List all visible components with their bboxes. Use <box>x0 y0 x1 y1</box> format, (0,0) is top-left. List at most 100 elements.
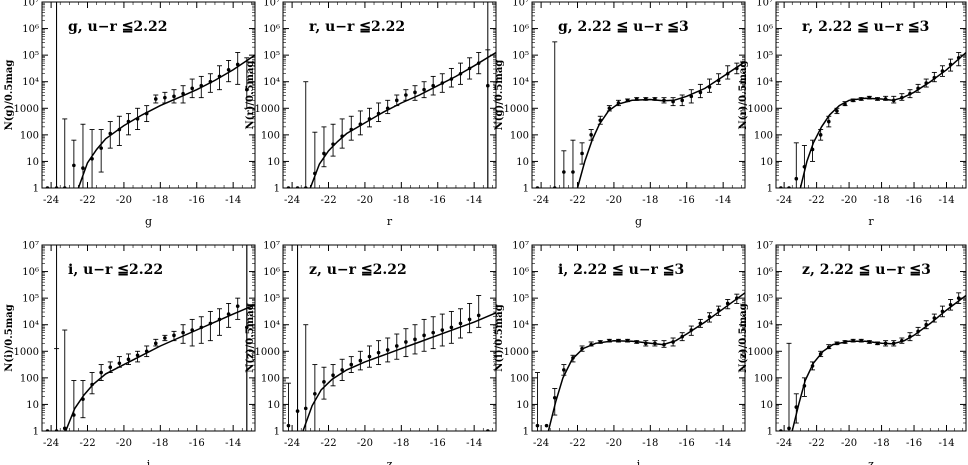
x-tick-label: -18 <box>393 195 409 206</box>
data-point <box>72 413 76 417</box>
y-axis-label: N(z)/0.5mag <box>245 303 256 372</box>
data-point <box>900 95 904 100</box>
data-point <box>735 296 739 300</box>
data-point <box>81 166 85 170</box>
panel-annotation: g, 2.22 ≦ u−r ≦3 <box>558 19 689 35</box>
data-point <box>54 429 59 431</box>
data-point <box>891 98 896 103</box>
y-axis-label: N(g)/0.5mag <box>494 60 505 131</box>
x-tick-label: -22 <box>79 195 95 206</box>
data-point <box>458 71 463 76</box>
y-axis-label: N(r)/0.5mag <box>738 61 749 130</box>
y-tick-label: 1 <box>523 184 529 195</box>
data-point <box>217 317 222 322</box>
data-point <box>385 348 390 352</box>
data-point <box>932 75 937 80</box>
data-point <box>851 338 855 343</box>
panel-2: 1 10 100 1000 10⁴ 10⁵ 10⁶ 10⁷ -24 -22 -20 -18 -16 -14… <box>245 0 497 228</box>
data-point <box>376 350 381 355</box>
data-point <box>908 334 912 339</box>
panel-annotation: z, 2.22 ≦ u−r ≦3 <box>802 262 931 278</box>
data-point <box>431 83 435 88</box>
data-point <box>589 342 593 347</box>
plot-frame <box>775 244 967 432</box>
y-tick-label: 1000 <box>14 104 39 115</box>
data-point <box>286 423 291 428</box>
y-tick-label: 1000 <box>14 347 39 358</box>
data-point <box>331 373 335 378</box>
panel-annotation: i, u−r ≦2.22 <box>68 262 163 278</box>
data-point <box>607 338 612 343</box>
y-tick-label: 100 <box>261 130 280 141</box>
data-point <box>172 333 176 338</box>
data-point <box>126 357 131 362</box>
data-point <box>45 429 50 431</box>
x-tick-label: -24 <box>284 438 300 449</box>
y-tick-label: 10⁷ <box>22 0 39 9</box>
data-point <box>707 85 712 89</box>
y-tick-label: 1 <box>33 184 39 195</box>
data-point <box>217 74 222 79</box>
data-point <box>598 118 603 123</box>
data-point <box>117 127 122 132</box>
y-tick-label: 100 <box>510 373 529 384</box>
data-point <box>117 361 122 366</box>
data-point <box>725 71 730 76</box>
y-tick-label: 10⁷ <box>22 241 39 252</box>
y-tick-label: 100 <box>754 130 773 141</box>
data-point <box>144 349 149 354</box>
data-point <box>349 127 354 132</box>
data-point <box>340 134 344 138</box>
data-point <box>54 186 59 188</box>
data-point <box>932 316 937 320</box>
y-tick-label: 10 <box>26 400 39 411</box>
y-tick-label: 1000 <box>255 104 280 115</box>
y-axis-label: N(r)/0.5mag <box>245 61 256 130</box>
x-axis-label: z <box>387 458 393 465</box>
data-point <box>153 341 158 346</box>
y-tick-label: 10⁴ <box>263 320 280 331</box>
y-tick-label: 100 <box>510 130 529 141</box>
data-point <box>787 186 791 188</box>
data-point <box>62 426 67 431</box>
data-point <box>108 365 113 370</box>
y-axis-label: N(z)/0.5mag <box>738 303 749 372</box>
data-point <box>826 119 831 124</box>
data-point <box>875 341 880 346</box>
x-axis-label: r <box>387 215 393 228</box>
panel-annotation: i, 2.22 ≦ u−r ≦3 <box>558 262 684 278</box>
data-point <box>476 61 481 65</box>
panel-3: 1 10 100 1000 10⁴ 10⁵ 10⁶ 10⁷ -24 -22 -20 -18 -16 -14… <box>494 0 746 228</box>
data-point <box>859 338 864 343</box>
x-tick-label: -22 <box>320 438 336 449</box>
data-point <box>108 131 113 136</box>
data-layer <box>534 292 745 431</box>
data-point <box>552 395 557 400</box>
data-point <box>535 423 540 428</box>
data-point <box>226 67 231 72</box>
data-point <box>303 186 308 188</box>
data-point <box>226 312 231 316</box>
y-tick-label: 10⁵ <box>512 51 529 62</box>
y-tick-label: 1 <box>767 427 773 438</box>
x-tick-label: -22 <box>569 195 585 206</box>
y-tick-label: 10⁷ <box>263 0 280 9</box>
y-tick-label: 10⁶ <box>512 24 529 35</box>
panel-8: 1 10 100 1000 10⁴ 10⁵ 10⁶ 10⁷ -24 -22 -20 -18 -16 -14… <box>738 241 967 465</box>
x-tick-label: -18 <box>874 195 890 206</box>
x-tick-label: -22 <box>569 438 585 449</box>
x-axis-label: g <box>145 215 152 228</box>
data-point <box>486 429 490 431</box>
x-axis-label: i <box>147 458 151 465</box>
data-point <box>172 94 176 99</box>
x-tick-label: -20 <box>357 195 373 206</box>
data-point <box>153 97 158 101</box>
data-point <box>135 353 140 358</box>
data-point <box>313 392 317 396</box>
data-point <box>580 151 584 156</box>
data-point <box>924 81 929 85</box>
y-tick-label: 1000 <box>255 347 280 358</box>
data-point <box>891 341 896 346</box>
panel-annotation: r, u−r ≦2.22 <box>309 19 405 35</box>
data-point <box>851 98 855 103</box>
